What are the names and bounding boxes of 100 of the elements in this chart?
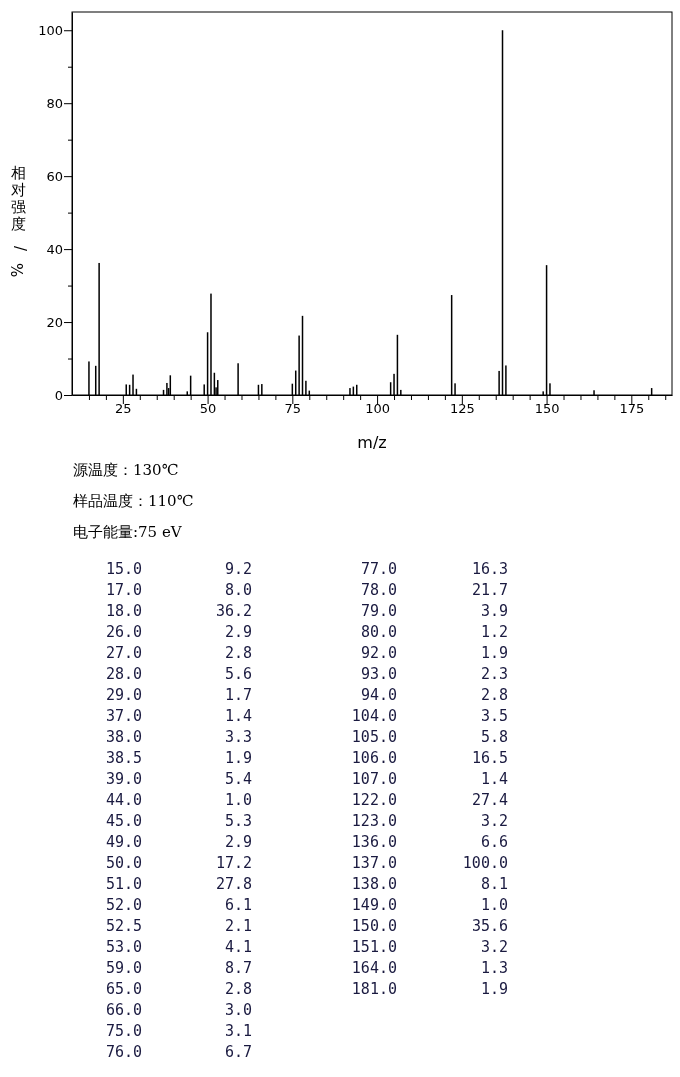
category-label: 44.0 [105, 791, 142, 809]
category-label: 80.0 [360, 623, 397, 641]
text: 6.1 [224, 896, 252, 914]
category-label: 122.0 [351, 791, 397, 809]
category-label: 105.0 [351, 728, 397, 746]
text: 1.9 [480, 980, 508, 998]
category-label: 38.5 [105, 749, 142, 767]
text: 8.7 [224, 959, 252, 977]
category-label: 17.0 [105, 581, 142, 599]
y-tick-label: 0 [54, 387, 63, 403]
text: 源温度：130℃ [73, 461, 179, 479]
text: 3.3 [224, 728, 252, 746]
category-label: 181.0 [351, 980, 397, 998]
text: 16.3 [471, 560, 508, 578]
category-label: 93.0 [360, 665, 397, 683]
category-label: 137.0 [351, 854, 397, 872]
text: 电子能量:75 eV [73, 523, 183, 541]
category-label: 50.0 [105, 854, 142, 872]
x-tick-label: 50 [199, 401, 217, 417]
text: 1.3 [480, 959, 508, 977]
text: 4.1 [224, 938, 252, 956]
text: 2.9 [224, 623, 252, 641]
text: 27.4 [471, 791, 508, 809]
text: 6.6 [480, 833, 508, 851]
text: 2.8 [480, 686, 508, 704]
category-label: 38.0 [105, 728, 142, 746]
y-tick-label: 60 [46, 168, 63, 184]
text: 3.1 [224, 1022, 252, 1040]
text: 2.3 [480, 665, 508, 683]
text: 1.9 [224, 749, 252, 767]
category-label: 18.0 [105, 602, 142, 620]
category-label: 15.0 [105, 560, 142, 578]
text: 2.8 [224, 980, 252, 998]
text: 3.2 [480, 938, 508, 956]
text: 100.0 [462, 854, 508, 872]
category-label: 78.0 [360, 581, 397, 599]
text: 17.2 [215, 854, 252, 872]
text: 2.9 [224, 833, 252, 851]
category-label: 149.0 [351, 896, 397, 914]
category-label: 49.0 [105, 833, 142, 851]
text: 9.2 [224, 560, 252, 578]
text: 5.6 [224, 665, 252, 683]
category-label: 37.0 [105, 707, 142, 725]
text: 1.0 [480, 896, 508, 914]
category-label: 59.0 [105, 959, 142, 977]
y-axis-title: 相对强度/% [6, 164, 30, 278]
category-label: 77.0 [360, 560, 397, 578]
x-tick-label: 125 [449, 401, 475, 417]
x-tick-label: 100 [365, 401, 390, 417]
text: 3.0 [224, 1001, 252, 1019]
text: 1.9 [480, 644, 508, 662]
text: 35.6 [471, 917, 508, 935]
x-tick-label: 175 [619, 401, 645, 417]
text: 5.8 [480, 728, 508, 746]
category-label: 26.0 [105, 623, 142, 641]
text: 1.7 [224, 686, 252, 704]
category-label: 92.0 [360, 644, 397, 662]
category-label: 65.0 [105, 980, 142, 998]
category-label: 39.0 [105, 770, 142, 788]
text: 6.7 [224, 1043, 252, 1061]
category-label: 104.0 [351, 707, 397, 725]
text: 1.2 [480, 623, 508, 641]
x-axis-title: m/z [357, 433, 387, 452]
text: 2.8 [224, 644, 252, 662]
category-label: 107.0 [351, 770, 397, 788]
category-label: 52.5 [105, 917, 142, 935]
category-label: 27.0 [105, 644, 142, 662]
category-label: 66.0 [105, 1001, 142, 1019]
text: 8.0 [224, 581, 252, 599]
text: 样品温度：110℃ [73, 492, 194, 510]
text: 5.3 [224, 812, 252, 830]
text: 1.4 [224, 707, 252, 725]
x-tick-label: 150 [534, 401, 560, 417]
category-label: 76.0 [105, 1043, 142, 1061]
x-tick-label: 25 [115, 401, 132, 417]
y-tick-label: 80 [46, 95, 63, 111]
category-label: 106.0 [351, 749, 397, 767]
category-label: 136.0 [351, 833, 397, 851]
category-label: 29.0 [105, 686, 142, 704]
text: 2.1 [224, 917, 252, 935]
x-tick-label: 75 [284, 401, 302, 417]
text: 1.4 [480, 770, 508, 788]
text: 3.5 [480, 707, 508, 725]
text: 36.2 [215, 602, 252, 620]
text: 1.0 [224, 791, 252, 809]
text: 8.1 [480, 875, 508, 893]
category-label: 53.0 [105, 938, 142, 956]
category-label: 123.0 [351, 812, 397, 830]
text: 16.5 [471, 749, 508, 767]
category-label: 75.0 [105, 1022, 142, 1040]
category-label: 79.0 [360, 602, 397, 620]
y-tick-label: 100 [38, 22, 63, 38]
text: 3.9 [480, 602, 508, 620]
category-label: 151.0 [351, 938, 397, 956]
category-label: 45.0 [105, 812, 142, 830]
y-tick-label: 20 [46, 314, 63, 330]
category-label: 150.0 [351, 917, 397, 935]
category-label: 94.0 [360, 686, 397, 704]
text: 21.7 [471, 581, 508, 599]
category-label: 52.0 [105, 896, 142, 914]
